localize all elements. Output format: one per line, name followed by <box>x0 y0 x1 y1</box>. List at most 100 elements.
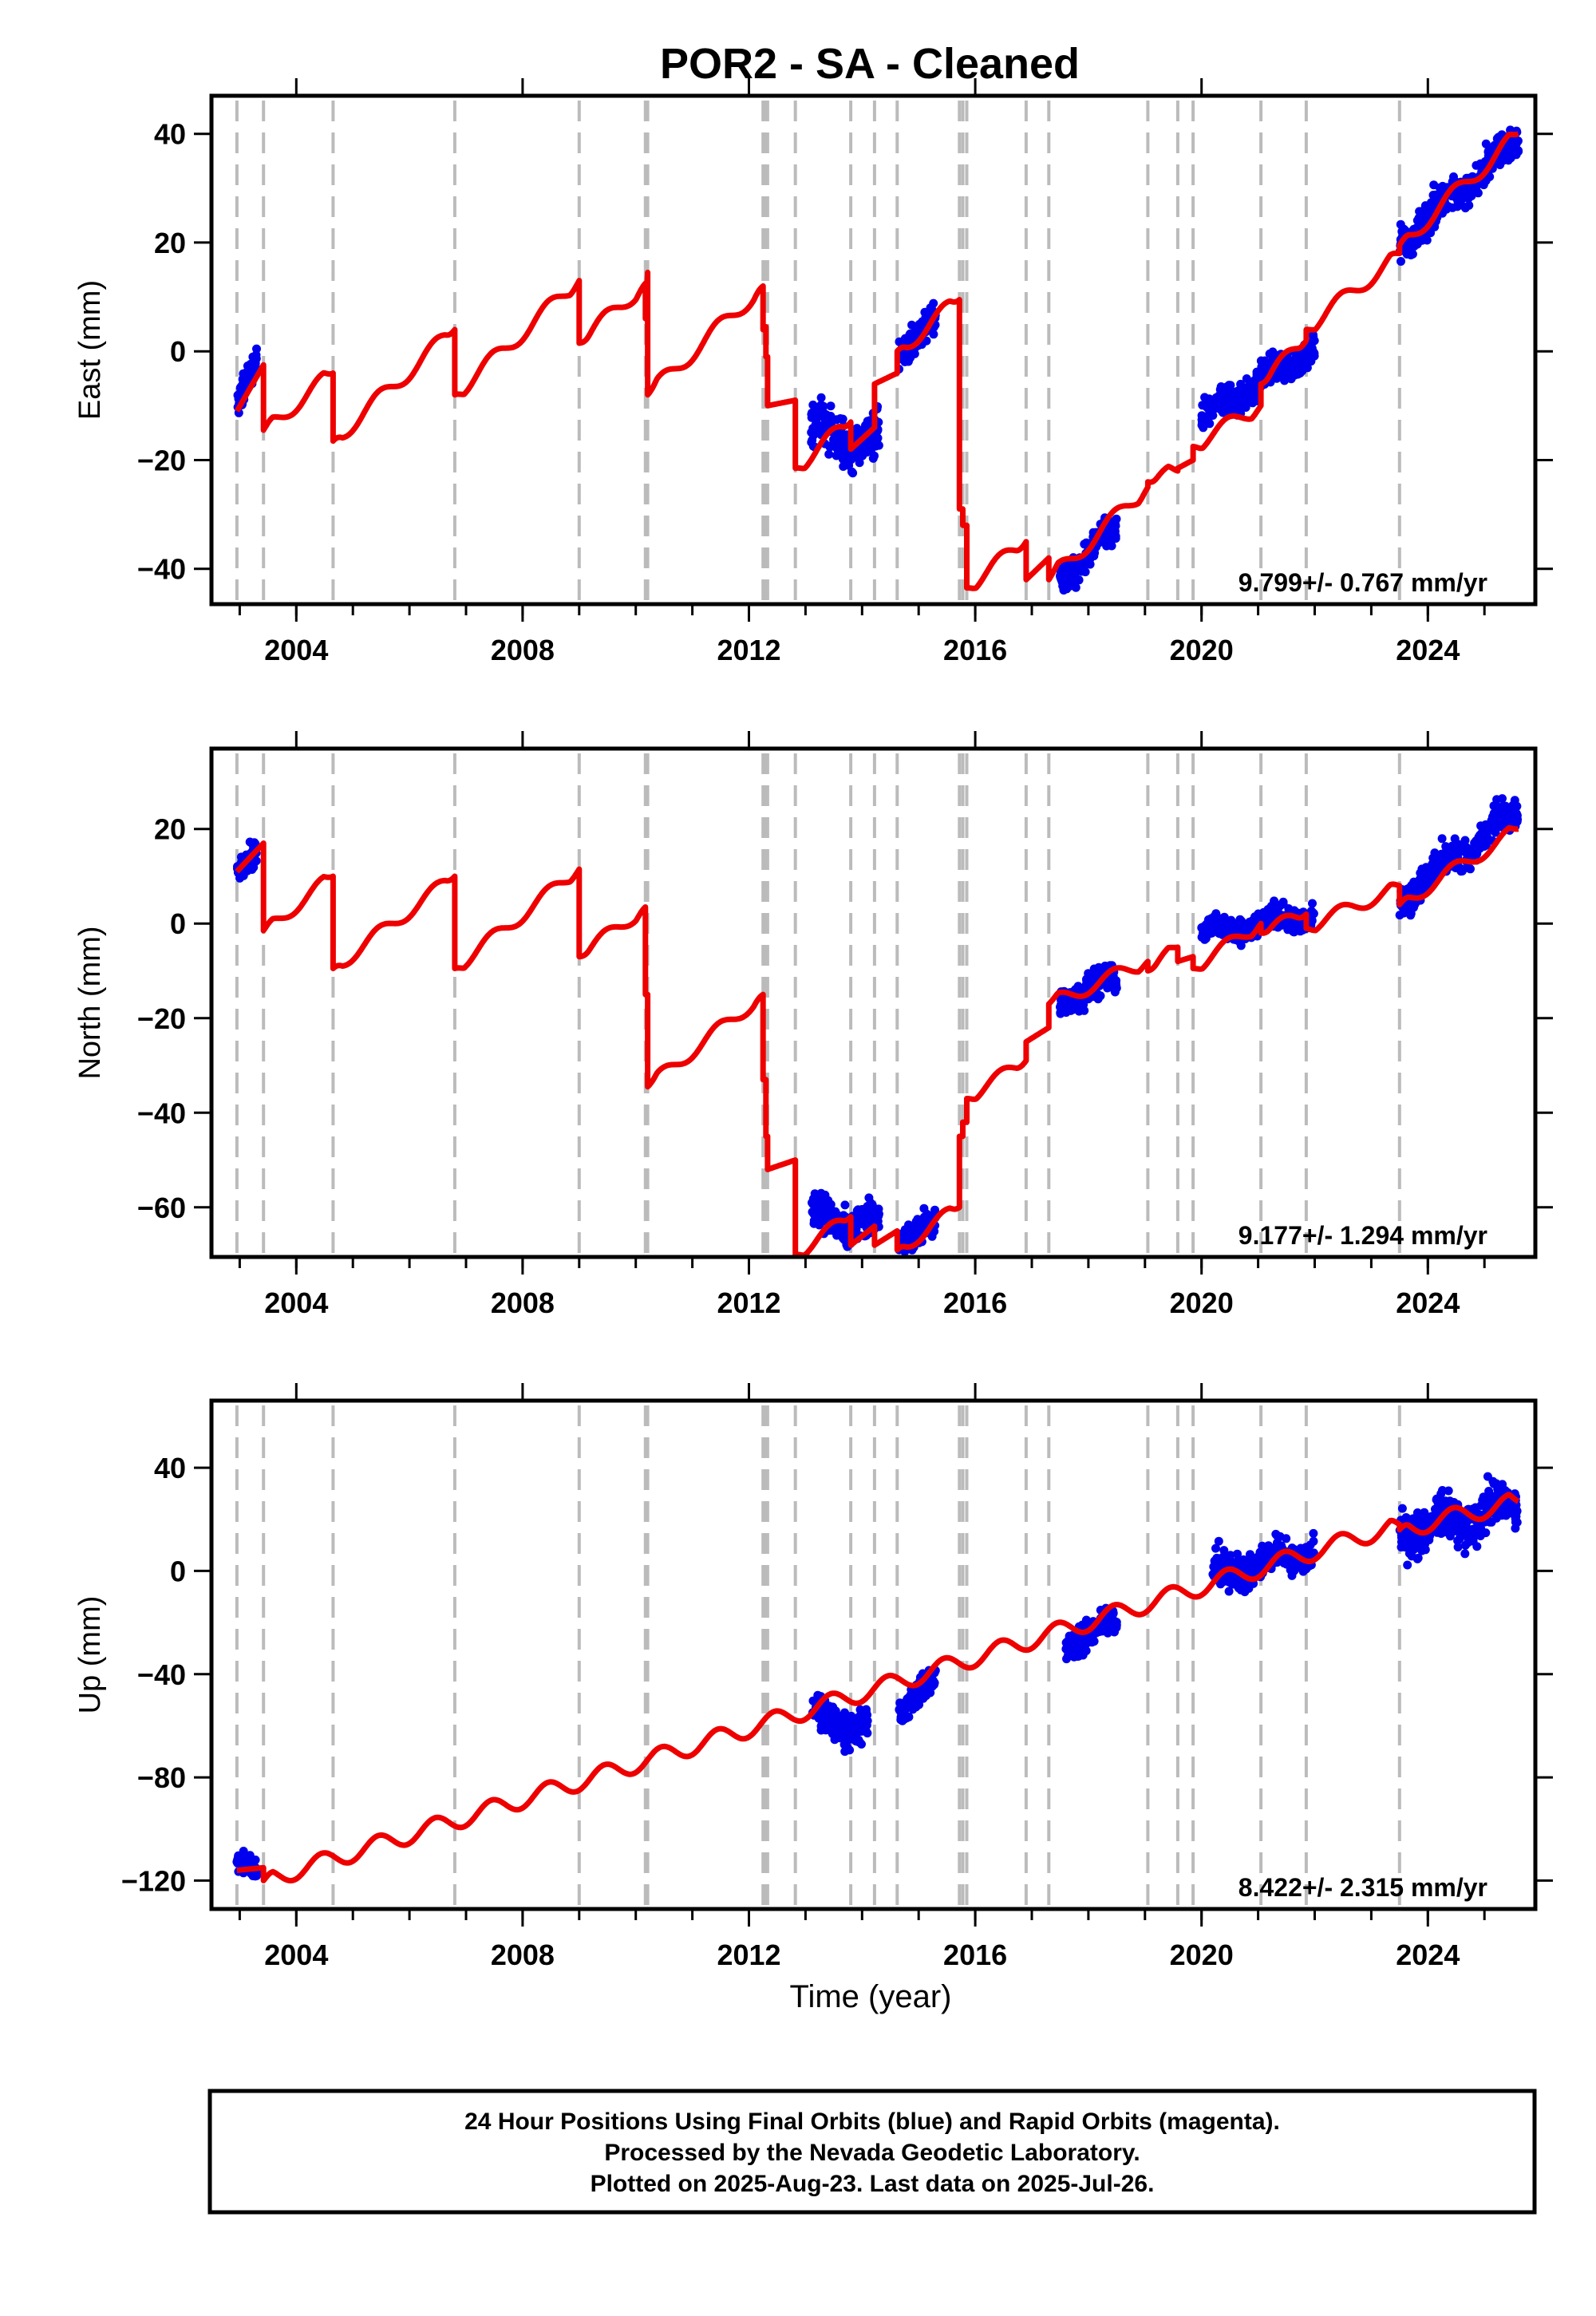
east-data-point <box>812 421 821 430</box>
north-data-point <box>1110 986 1120 995</box>
north-data-point <box>1492 795 1502 804</box>
north-data-point <box>1056 1009 1065 1018</box>
north-data-point <box>1461 843 1471 852</box>
east-data-point <box>1396 257 1405 266</box>
east-data-point <box>1495 160 1505 169</box>
up-x-tick-label: 2024 <box>1396 1939 1460 1971</box>
north-data-point <box>1211 919 1220 928</box>
up-data-point <box>1487 1517 1496 1527</box>
east-data-point <box>1198 413 1207 422</box>
north-data-point <box>814 1196 824 1206</box>
north-data-point <box>1234 919 1243 929</box>
east-data-point <box>1479 180 1488 190</box>
up-data-point <box>855 1712 863 1721</box>
figure-title: POR2 - SA - Cleaned <box>660 40 1080 88</box>
north-data-points <box>233 794 1523 1256</box>
up-data-point <box>1224 1577 1234 1587</box>
up-data-point <box>845 1718 854 1727</box>
north-y-axis-label: North (mm) <box>73 926 107 1079</box>
up-model-path <box>235 1492 1520 1883</box>
east-x-tick-label: 2020 <box>1170 634 1234 666</box>
up-y-tick-label: −40 <box>137 1658 186 1691</box>
up-y-tick-label: 0 <box>170 1555 186 1587</box>
east-data-point <box>1240 392 1250 401</box>
up-data-point <box>1472 1527 1481 1536</box>
north-data-point <box>821 1204 831 1214</box>
east-y-tick-label: 40 <box>154 118 186 151</box>
north-data-point <box>243 866 252 875</box>
east-data-point <box>1420 210 1430 219</box>
north-data-point <box>867 1215 876 1225</box>
north-data-point <box>1215 925 1225 935</box>
up-event-lines <box>235 1405 1401 1906</box>
north-data-point <box>1284 904 1294 913</box>
east-data-point <box>1205 409 1215 418</box>
east-data-point <box>1280 376 1290 385</box>
north-data-point <box>1427 872 1436 882</box>
north-data-point <box>1092 966 1102 976</box>
east-x-tick-label: 2024 <box>1396 634 1460 666</box>
east-data-point <box>1079 563 1088 572</box>
east-data-point <box>1299 363 1309 373</box>
east-data-point <box>1472 160 1481 170</box>
north-data-point <box>1505 815 1515 824</box>
up-data-point <box>1409 1545 1419 1554</box>
north-data-point <box>1471 850 1480 859</box>
east-data-point <box>1296 352 1306 362</box>
east-data-point <box>1415 219 1424 228</box>
up-data-point <box>1420 1539 1430 1549</box>
east-model-line <box>234 131 1520 591</box>
up-x-tick-label: 2008 <box>491 1939 555 1971</box>
north-data-point <box>1070 997 1080 1006</box>
up-y-axis-label: Up (mm) <box>73 1596 107 1714</box>
east-data-point <box>826 401 836 411</box>
north-model-path <box>235 824 1520 1257</box>
east-data-point <box>1500 153 1510 163</box>
north-data-point <box>1084 969 1093 978</box>
east-data-point <box>1249 393 1258 401</box>
east-data-point <box>824 449 834 459</box>
east-data-point <box>808 436 817 445</box>
up-data-point <box>248 1856 258 1865</box>
east-data-point <box>871 441 880 451</box>
east-y-tick-label: 0 <box>170 335 186 368</box>
east-data-point <box>915 321 925 330</box>
east-x-tick-label: 2016 <box>943 634 1007 666</box>
east-y-axis-label: East (mm) <box>73 280 107 420</box>
north-data-point <box>1437 834 1447 844</box>
up-data-point <box>1471 1503 1480 1512</box>
east-y-tick-label: −40 <box>137 553 186 586</box>
east-data-point <box>1473 188 1483 198</box>
east-model-path <box>234 131 1520 591</box>
up-data-point <box>1234 1583 1243 1593</box>
up-data-point <box>1214 1536 1223 1546</box>
north-data-point <box>1441 842 1451 852</box>
east-data-point <box>242 376 251 385</box>
east-data-point <box>863 417 872 426</box>
north-data-point <box>1057 1001 1065 1010</box>
east-data-point <box>832 415 841 425</box>
north-data-point <box>1488 812 1497 821</box>
north-y-tick-label: −40 <box>137 1097 186 1129</box>
north-data-point <box>1483 824 1492 833</box>
east-data-point <box>929 330 938 339</box>
north-data-point <box>1225 922 1235 931</box>
up-data-point <box>836 1712 845 1721</box>
east-data-point <box>1061 576 1070 586</box>
north-data-point <box>857 1204 867 1214</box>
up-data-point <box>1479 1492 1488 1502</box>
north-y-ticks: −60 −40 −20 0 20 <box>137 813 1553 1224</box>
east-data-point <box>870 451 879 460</box>
up-data-point <box>1096 1626 1106 1636</box>
east-data-point <box>839 451 849 460</box>
east-data-point <box>807 413 816 422</box>
east-data-point <box>1207 399 1216 409</box>
east-data-point <box>848 468 858 478</box>
info-line-2: Processed by the Nevada Geodetic Laborat… <box>604 2140 1140 2166</box>
north-x-tick-label: 2008 <box>491 1286 555 1319</box>
up-data-point <box>903 1696 913 1705</box>
north-y-tick-label: −60 <box>137 1192 186 1224</box>
north-data-point <box>1202 928 1211 938</box>
up-data-point <box>1488 1476 1498 1486</box>
